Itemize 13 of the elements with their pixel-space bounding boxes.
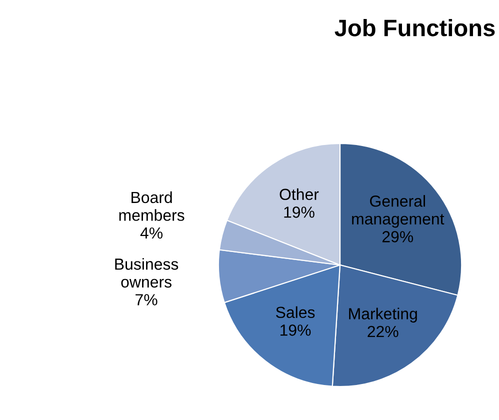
slice-label: Other <box>280 188 319 200</box>
slice-label: Marketing <box>349 308 417 323</box>
data-label: 29% <box>382 231 414 242</box>
slice-label: General management <box>352 195 444 228</box>
slice-label: Sales <box>276 306 315 318</box>
data-label: 19% <box>284 206 314 218</box>
slice-label: Board members <box>119 191 184 221</box>
data-label: 4% <box>140 227 163 239</box>
chart-title: Job Functions <box>334 18 495 36</box>
data-label: 22% <box>368 326 398 338</box>
data-label: 7% <box>136 294 158 306</box>
slice-label: Business owners <box>115 258 178 288</box>
data-label: 19% <box>280 324 311 336</box>
